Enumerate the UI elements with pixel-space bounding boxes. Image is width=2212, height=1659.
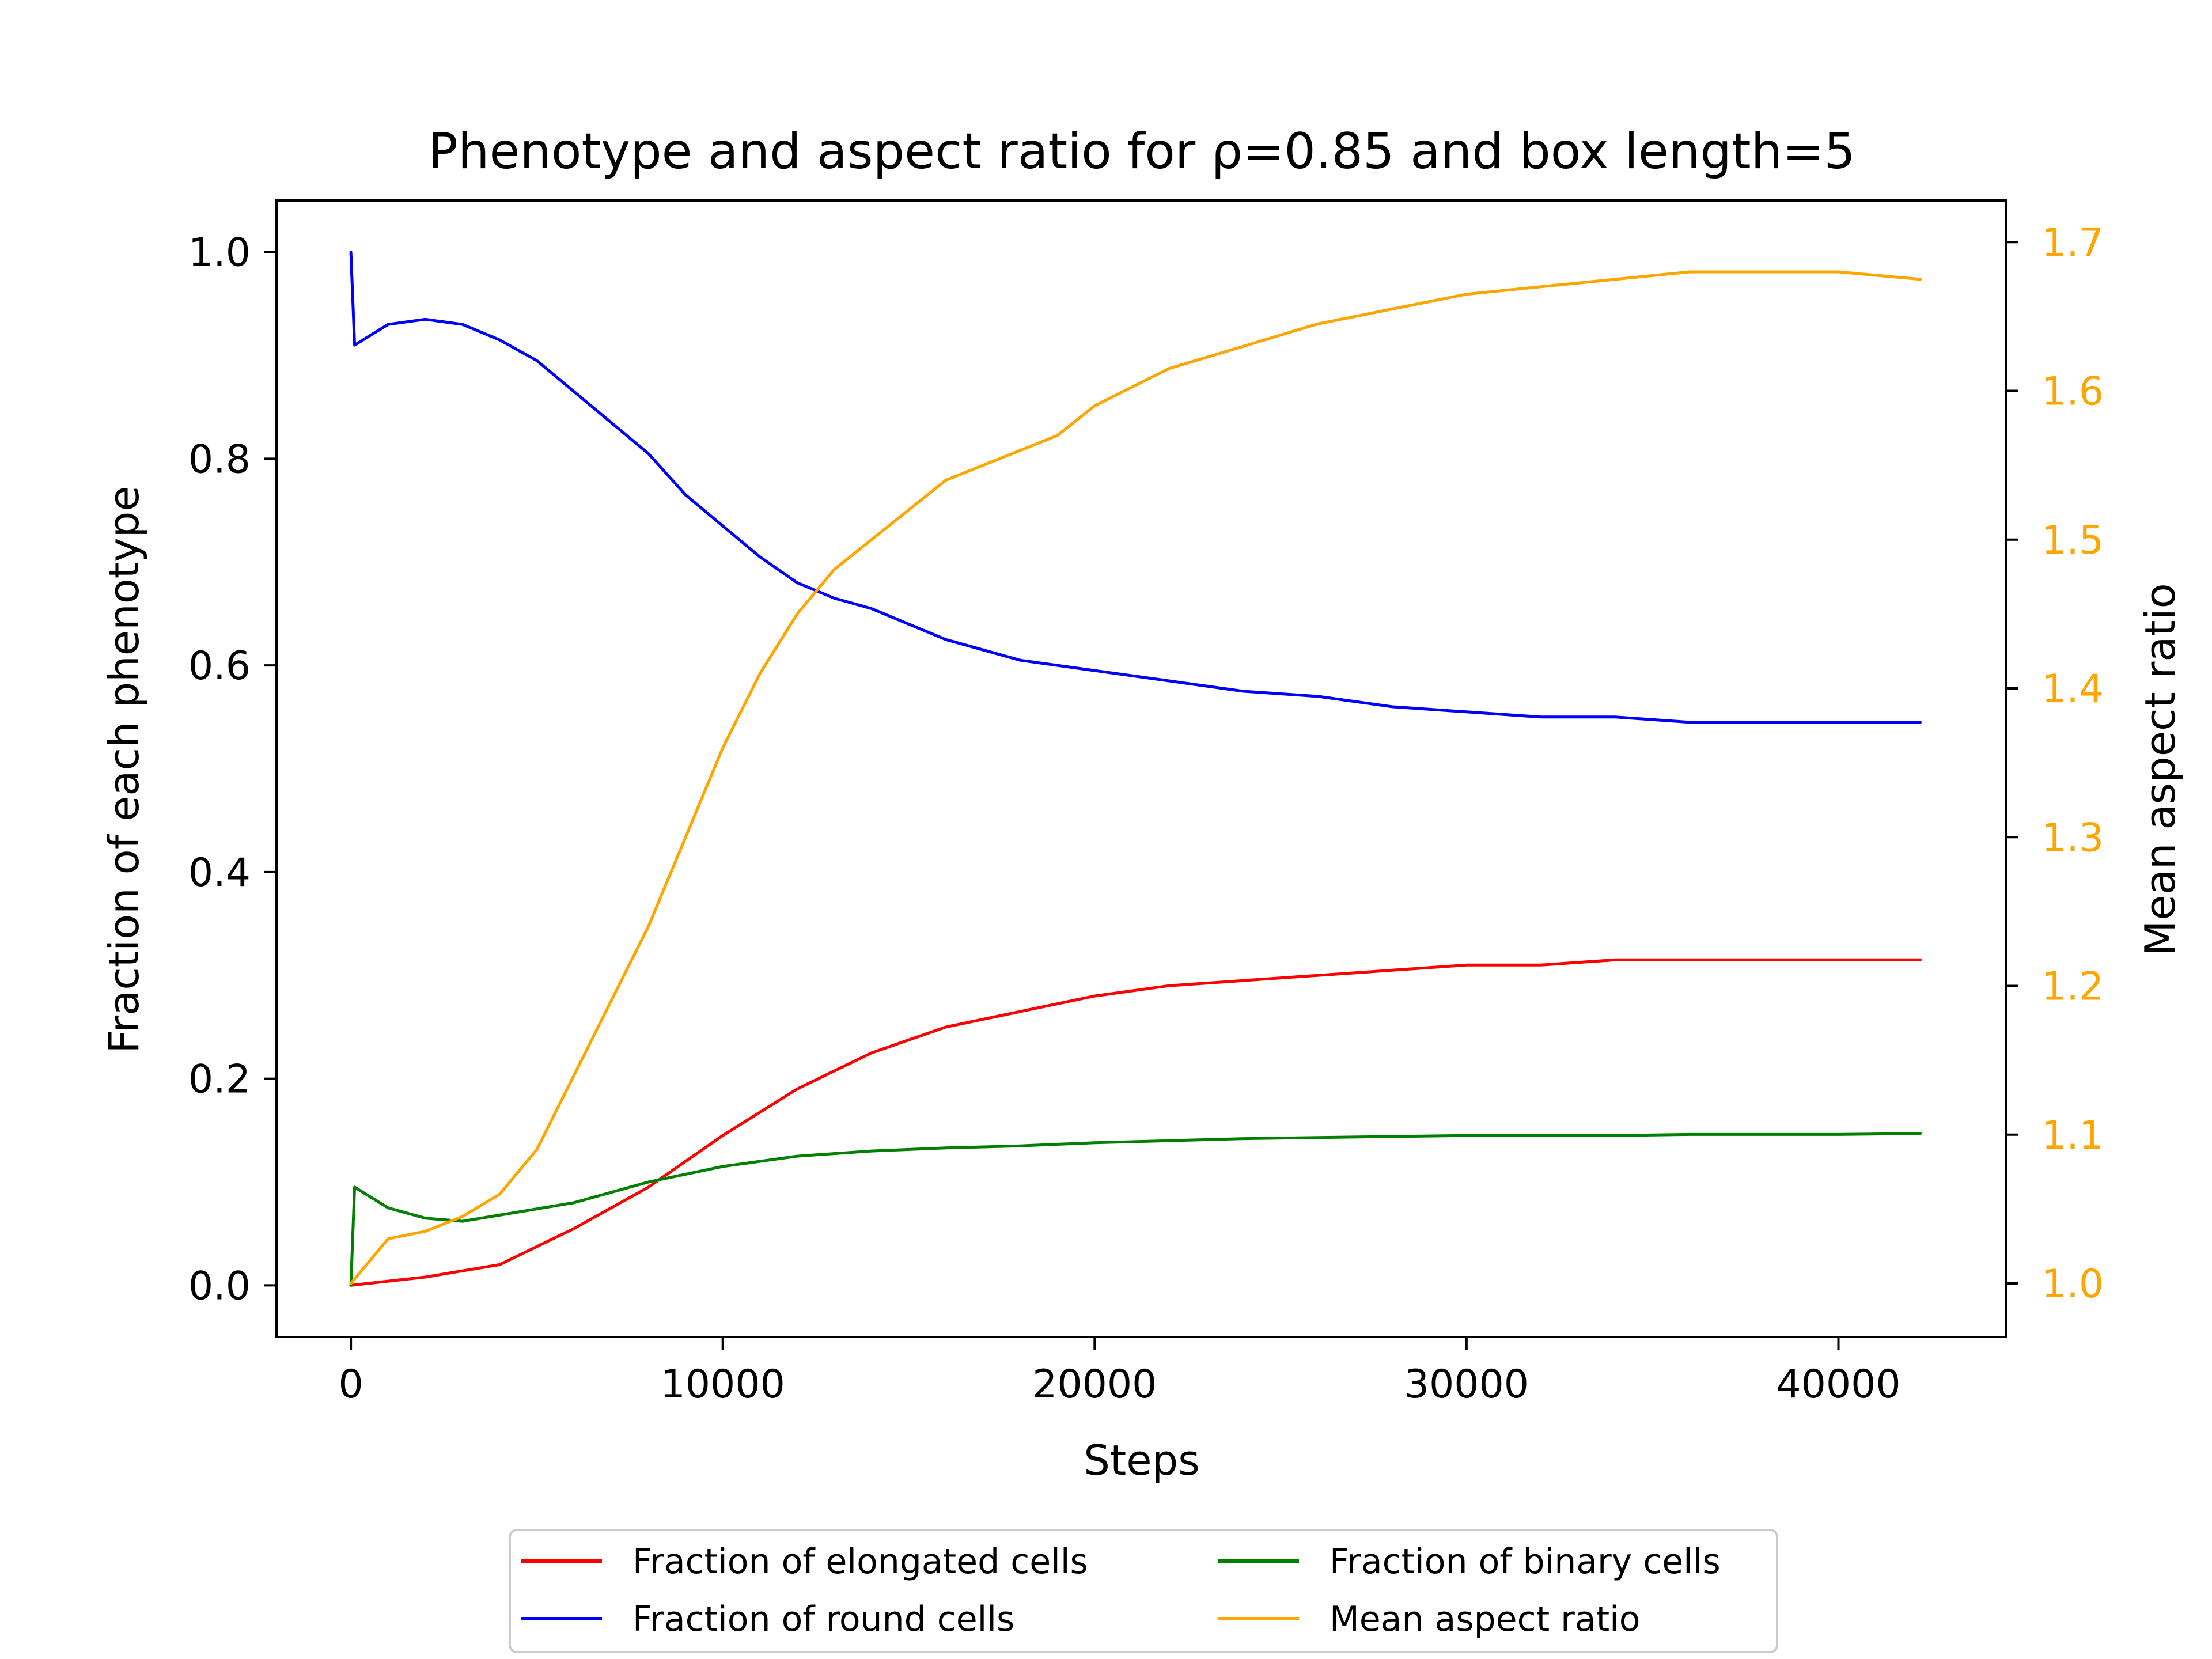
left-y-tick-label: 0.4 xyxy=(188,850,251,896)
x-axis-title: Steps xyxy=(1084,1436,1199,1484)
legend-label-round: Fraction of round cells xyxy=(632,1599,1014,1639)
right-y-tick-label: 1.5 xyxy=(2041,518,2104,563)
right-y-tick-label: 1.0 xyxy=(2041,1262,2104,1307)
right-y-axis: 1.0 1.1 1.2 1.3 1.4 1.5 1.6 1.7 xyxy=(2006,220,2104,1307)
legend-item-elongated: Fraction of elongated cells xyxy=(521,1541,1088,1582)
x-tick-label: 20000 xyxy=(1032,1362,1157,1407)
series-line-binary xyxy=(349,1132,1922,1287)
right-y-axis-title: Mean aspect ratio xyxy=(2136,583,2184,956)
right-y-tick-label: 1.1 xyxy=(2041,1113,2104,1158)
series-layer xyxy=(349,251,1922,1287)
x-tick-label: 0 xyxy=(338,1362,363,1407)
chart-title: Phenotype and aspect ratio for ρ=0.85 an… xyxy=(428,123,1855,180)
right-y-tick-label: 1.2 xyxy=(2041,964,2104,1010)
series-line-round xyxy=(349,251,1922,724)
left-y-axis: 0.0 0.2 0.4 0.6 0.8 1.0 xyxy=(188,230,276,1309)
left-y-tick-label: 0.2 xyxy=(188,1057,251,1103)
right-y-tick-label: 1.6 xyxy=(2041,369,2104,415)
x-tick-label: 10000 xyxy=(661,1362,785,1407)
plot-frame xyxy=(275,199,2007,1338)
legend-item-round: Fraction of round cells xyxy=(521,1599,1014,1639)
legend-item-binary: Fraction of binary cells xyxy=(1218,1541,1721,1582)
left-y-axis-title: Fraction of each phenotype xyxy=(100,486,148,1053)
right-y-tick-label: 1.3 xyxy=(2041,815,2104,861)
series-line-elongated xyxy=(349,958,1922,1287)
left-y-tick-label: 0.8 xyxy=(188,437,251,482)
left-y-tick-label: 1.0 xyxy=(188,230,251,276)
legend-label-elongated: Fraction of elongated cells xyxy=(632,1541,1088,1582)
left-y-tick-label: 0.6 xyxy=(188,643,251,689)
right-y-tick-label: 1.4 xyxy=(2041,666,2104,712)
legend-frame xyxy=(509,1529,1778,1653)
x-tick-label: 30000 xyxy=(1404,1362,1529,1407)
series-line-aspect-ratio xyxy=(349,270,1922,1285)
legend-label-aspect-ratio: Mean aspect ratio xyxy=(1330,1599,1641,1639)
right-y-tick-label: 1.7 xyxy=(2041,220,2104,266)
legend-item-aspect-ratio: Mean aspect ratio xyxy=(1218,1599,1641,1639)
x-tick-label: 40000 xyxy=(1776,1362,1900,1407)
x-axis: 0 10000 20000 30000 40000 xyxy=(338,1337,1901,1407)
legend-label-binary: Fraction of binary cells xyxy=(1330,1541,1721,1582)
legend: Fraction of elongated cells Fraction of … xyxy=(509,1529,1778,1653)
left-y-tick-label: 0.0 xyxy=(188,1263,251,1309)
